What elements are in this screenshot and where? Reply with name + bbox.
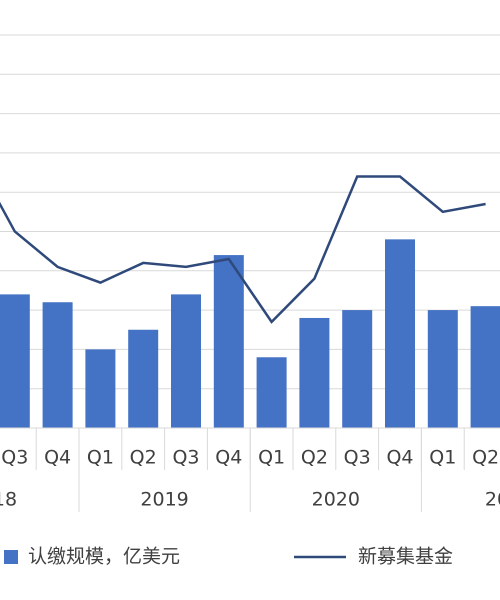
bar [85,349,116,428]
x-tick-label: Q1 [429,447,456,469]
x-tick-label: Q2 [130,447,157,469]
bar [470,306,500,428]
x-tick-label: Q2 [301,447,328,469]
group-label: 2020 [312,489,360,511]
group-label: 20 [485,489,500,511]
group-label: 18 [0,489,17,511]
legend-label: 认缴规模，亿美元 [28,546,180,568]
x-tick-label: Q4 [386,447,413,469]
bar [128,329,159,428]
x-tick-label: Q3 [1,447,28,469]
legend-swatch [4,550,18,564]
bar [427,310,458,428]
bar [171,294,201,428]
bar [256,357,287,428]
x-tick-label: Q3 [344,447,371,469]
bar [342,310,373,428]
bar [42,302,73,428]
x-tick-label: Q1 [87,447,114,469]
line [0,175,486,324]
bar [213,255,244,428]
legend-label: 新募集基金 [358,546,453,568]
x-tick-label: Q4 [215,447,242,469]
bar [0,294,30,428]
x-tick-label: Q2 [472,447,499,469]
x-tick-label: Q1 [258,447,285,469]
group-label: 2019 [140,489,188,511]
bar [385,239,415,428]
x-tick-label: Q4 [44,447,71,469]
bar [299,317,330,428]
x-tick-label: Q3 [172,447,199,469]
